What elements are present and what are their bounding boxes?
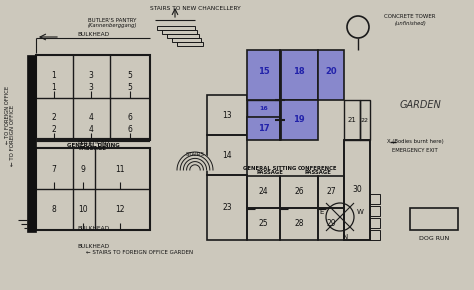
Polygon shape xyxy=(177,152,213,170)
Text: 28: 28 xyxy=(294,220,304,229)
Bar xyxy=(344,100,360,140)
Text: (unfinished): (unfinished) xyxy=(394,21,426,26)
Text: 24: 24 xyxy=(258,188,268,197)
Text: 16: 16 xyxy=(259,106,268,111)
Bar xyxy=(177,42,203,46)
Text: W: W xyxy=(356,209,364,215)
Text: 17: 17 xyxy=(258,124,269,133)
Bar xyxy=(247,50,280,100)
Text: STAIRS: STAIRS xyxy=(185,152,204,157)
Bar xyxy=(280,208,318,240)
Text: 30: 30 xyxy=(352,186,362,195)
Text: 1: 1 xyxy=(52,70,56,79)
Bar xyxy=(370,218,380,228)
Text: PASSAGE: PASSAGE xyxy=(305,171,331,175)
Bar xyxy=(207,135,247,175)
Text: GENERAL DINING: GENERAL DINING xyxy=(67,143,119,148)
Text: DOG RUN: DOG RUN xyxy=(419,235,449,240)
Text: 23: 23 xyxy=(222,203,232,212)
Text: 20: 20 xyxy=(325,68,337,77)
Text: 4: 4 xyxy=(89,113,93,122)
Text: 6: 6 xyxy=(128,126,132,135)
Text: 5: 5 xyxy=(128,70,132,79)
Bar xyxy=(360,100,370,140)
Text: 10: 10 xyxy=(78,206,88,215)
Bar xyxy=(247,208,280,240)
Text: 5: 5 xyxy=(128,84,132,93)
Text: ← TO FOREIGN OFFICE: ← TO FOREIGN OFFICE xyxy=(10,104,16,166)
Bar xyxy=(167,34,199,38)
Bar xyxy=(36,148,150,230)
Text: PASSAGE: PASSAGE xyxy=(256,171,283,175)
Bar xyxy=(36,55,150,140)
Text: 4: 4 xyxy=(89,126,93,135)
Bar xyxy=(162,30,197,34)
Bar xyxy=(247,100,280,117)
Text: 13: 13 xyxy=(222,110,232,119)
Text: 8: 8 xyxy=(52,206,56,215)
Text: 18: 18 xyxy=(293,68,305,77)
Text: BULKHEAD: BULKHEAD xyxy=(77,32,109,37)
Bar xyxy=(410,208,458,230)
Text: (Kannenberggang): (Kannenberggang) xyxy=(87,23,137,28)
Text: 3: 3 xyxy=(89,84,93,93)
Text: 12: 12 xyxy=(115,206,125,215)
Text: 6: 6 xyxy=(128,113,132,122)
Bar xyxy=(344,140,370,240)
Text: 25: 25 xyxy=(258,220,268,229)
Text: N: N xyxy=(342,234,347,240)
Text: E: E xyxy=(320,209,324,215)
Text: 19: 19 xyxy=(293,115,305,124)
Text: 22: 22 xyxy=(361,117,369,122)
Bar xyxy=(318,208,344,240)
Text: 2: 2 xyxy=(52,113,56,122)
Bar xyxy=(207,175,247,240)
Text: 3: 3 xyxy=(89,70,93,79)
Bar xyxy=(207,95,247,135)
Bar xyxy=(157,26,195,30)
Bar xyxy=(247,176,280,208)
Text: PASSAGE: PASSAGE xyxy=(79,146,107,151)
Text: ← STAIRS TO FOREIGN OFFICE GARDEN: ← STAIRS TO FOREIGN OFFICE GARDEN xyxy=(86,249,193,255)
Text: 26: 26 xyxy=(294,188,304,197)
Text: GARDEN: GARDEN xyxy=(399,100,441,110)
Bar xyxy=(247,117,280,140)
Text: 2: 2 xyxy=(52,126,56,135)
Text: 14: 14 xyxy=(222,151,232,160)
Bar xyxy=(27,55,36,232)
Text: BULKHEAD: BULKHEAD xyxy=(77,139,109,144)
Bar xyxy=(318,50,344,100)
Text: GENERAL SITTING: GENERAL SITTING xyxy=(243,166,297,171)
Text: 1: 1 xyxy=(52,84,56,93)
Text: 21: 21 xyxy=(347,117,356,123)
Text: 27: 27 xyxy=(326,188,336,197)
Text: CONCRETE TOWER: CONCRETE TOWER xyxy=(384,14,436,19)
Text: X (Bodies burnt here): X (Bodies burnt here) xyxy=(387,139,443,144)
Bar xyxy=(280,100,318,140)
Text: BUTLER'S PANTRY: BUTLER'S PANTRY xyxy=(88,17,136,23)
Text: CONFERENCE: CONFERENCE xyxy=(298,166,338,171)
Text: BULKHEAD: BULKHEAD xyxy=(77,244,109,249)
Text: BULKHEAD: BULKHEAD xyxy=(77,226,109,231)
Text: 9: 9 xyxy=(81,166,85,175)
Text: EMERGENCY EXIT: EMERGENCY EXIT xyxy=(392,148,438,153)
Bar xyxy=(370,230,380,240)
Bar xyxy=(172,38,201,42)
Text: STAIRS TO NEW CHANCELLERY: STAIRS TO NEW CHANCELLERY xyxy=(150,6,240,10)
Bar xyxy=(344,140,370,240)
Text: ← TO FOREIGN OFFICE: ← TO FOREIGN OFFICE xyxy=(6,86,10,144)
Bar xyxy=(280,50,318,100)
Text: 11: 11 xyxy=(115,166,125,175)
Text: 7: 7 xyxy=(52,166,56,175)
Bar xyxy=(318,176,344,208)
Bar xyxy=(370,206,380,216)
Bar xyxy=(280,176,318,208)
Bar xyxy=(370,194,380,204)
Text: 29: 29 xyxy=(326,220,336,229)
Text: 15: 15 xyxy=(258,68,269,77)
